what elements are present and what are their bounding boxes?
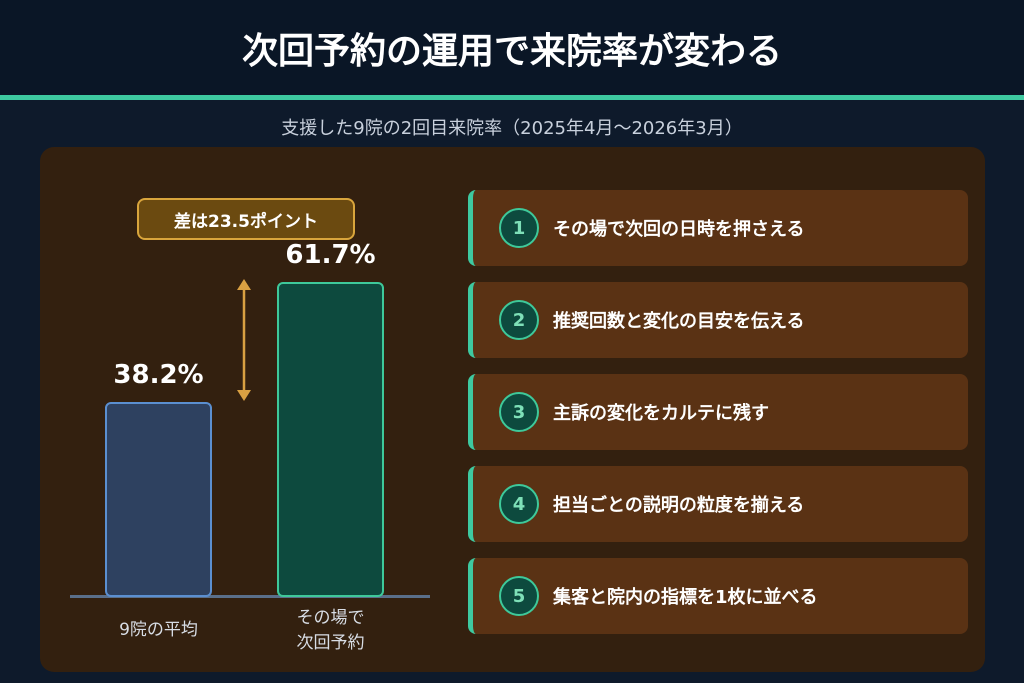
value-label: 61.7% <box>285 240 376 270</box>
step-text: その場で次回の日時を押さえる <box>553 219 805 240</box>
step-card: 2 推奨回数と変化の目安を伝える <box>468 282 968 358</box>
step-card: 1 その場で次回の日時を押さえる <box>468 190 968 266</box>
bar <box>105 401 212 597</box>
category-label: その場で 次回予約 <box>296 608 365 653</box>
step-number: 4 <box>499 484 539 524</box>
step-card: 4 担当ごとの説明の粒度を揃える <box>468 466 968 542</box>
title-rule <box>0 95 1024 100</box>
step-number: 5 <box>499 576 539 616</box>
step-number: 3 <box>499 392 539 432</box>
step-card: 3 主訴の変化をカルテに残す <box>468 374 968 450</box>
step-text: 担当ごとの説明の粒度を揃える <box>553 495 805 516</box>
bar <box>277 282 384 597</box>
step-number: 2 <box>499 300 539 340</box>
subtitle: 支援した9院の2回目来院率（2025年4月〜2026年3月） <box>281 118 743 139</box>
step-card: 5 集客と院内の指標を1枚に並べる <box>468 558 968 634</box>
baseline <box>70 595 430 598</box>
category-label: 9院の平均 <box>119 620 198 640</box>
step-text: 推奨回数と変化の目安を伝える <box>553 311 805 332</box>
title: 次回予約の運用で来院率が変わる <box>0 0 1024 95</box>
difference-arrow <box>237 279 251 401</box>
annotation: 差は23.5ポイント <box>137 198 355 240</box>
value-label: 38.2% <box>113 359 204 390</box>
step-text: 集客と院内の指標を1枚に並べる <box>553 587 818 608</box>
step-number: 1 <box>499 208 539 248</box>
step-text: 主訴の変化をカルテに残す <box>553 403 769 424</box>
